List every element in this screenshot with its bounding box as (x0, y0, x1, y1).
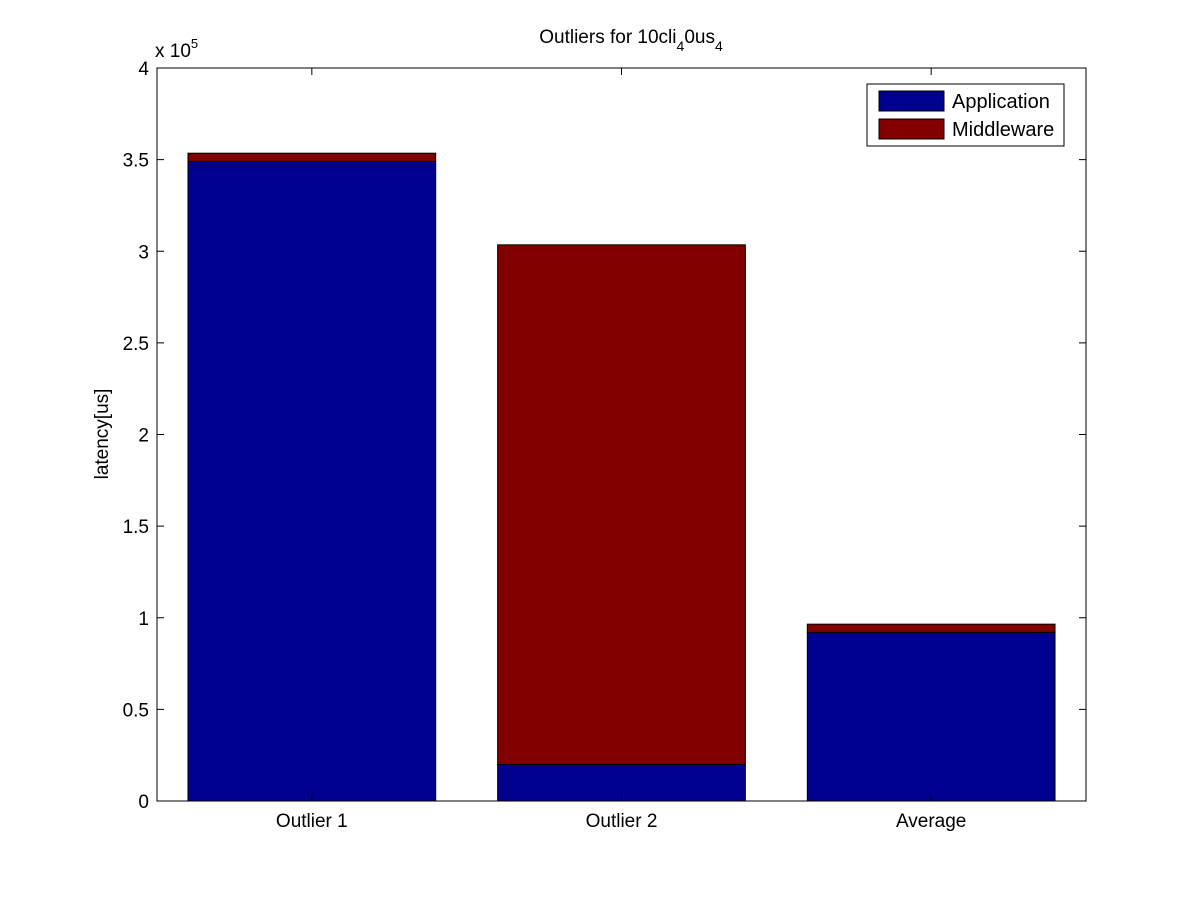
y-tick-label-1: 0.5 (123, 700, 149, 721)
y-tick-label-7: 3.5 (123, 151, 149, 172)
y-tick-label-4: 2 (138, 426, 149, 447)
title-middle: 0us (684, 27, 715, 48)
bar-outlier-1-application (187, 160, 437, 802)
title-prefix: Outliers for 10cli (539, 27, 676, 48)
x-tick-label-outlier-2: Outlier 2 (586, 811, 658, 832)
title-subscript-2: 4 (715, 38, 723, 54)
y-tick-label-6: 3 (138, 242, 149, 263)
legend: Application Middleware (866, 83, 1065, 147)
plot-frame (156, 67, 1087, 802)
legend-swatch-application (878, 90, 945, 112)
y-axis-label: latency[us] (92, 389, 113, 480)
x-tick-label-average: Average (896, 811, 966, 832)
x-tick-label-outlier-1: Outlier 1 (276, 811, 348, 832)
bar-average-middleware (806, 623, 1056, 633)
y-exponent-label: x 105 (155, 36, 198, 62)
title-subscript-1: 4 (677, 38, 685, 54)
y-tick-label-2: 1 (138, 609, 149, 630)
ticks-layer: Outlier 1 Outlier 2 Average 0 0.5 1 1.5 2 2.5 3 3.… (123, 59, 1086, 832)
y-tick-label-0: 0 (138, 792, 149, 813)
bar-outlier-1-middleware (187, 152, 437, 162)
y-tick-label-5: 2.5 (123, 334, 149, 355)
bar-outlier-2-middleware (497, 244, 746, 765)
legend-label-application: Application (952, 91, 1050, 113)
y-exponent-base: x 10 (155, 41, 191, 62)
chart-title: Outliers for 10cli40us4 (539, 27, 723, 54)
bar-average-application (806, 631, 1056, 802)
legend-label-middleware: Middleware (952, 119, 1054, 141)
y-tick-label-3: 1.5 (123, 517, 149, 538)
y-exponent-power: 5 (191, 36, 198, 51)
y-tick-label-8: 4 (138, 59, 149, 80)
legend-swatch-middleware (878, 118, 945, 140)
